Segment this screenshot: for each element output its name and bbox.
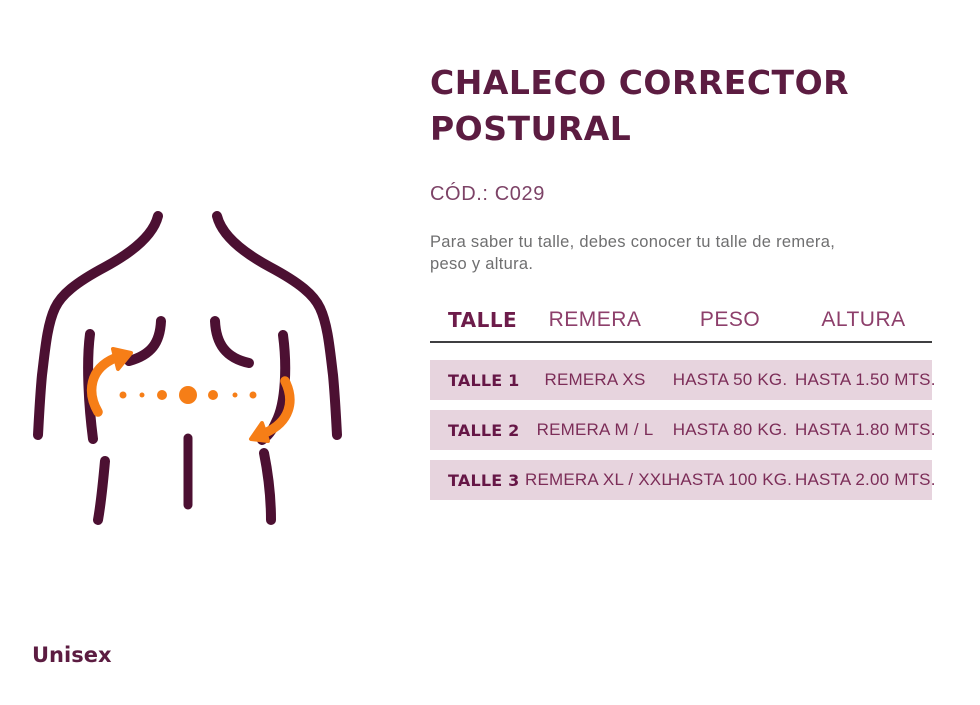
measure-arrows [86,347,295,443]
torso-illustration-svg [33,211,342,525]
table-row: TALLE 2 REMERA M / L HASTA 80 KG. HASTA … [430,410,936,450]
size-instructions: Para saber tu talle, debes conocer tu ta… [430,231,950,275]
table-row: TALLE 3 REMERA XL / XXL HASTA 100 KG. HA… [430,460,936,500]
size-table: TALLE REMERA PESO ALTURA TALLE 1 REMERA … [430,308,936,500]
table-row: TALLE 1 REMERA XS HASTA 50 KG. HASTA 1.5… [430,360,936,400]
right-down-arrowhead [249,421,270,443]
cell-peso: HASTA 80 KG. [672,420,788,439]
left-hip-line [93,456,110,525]
page-title-line2: POSTURAL [430,109,632,148]
right-down-arrow [260,376,295,438]
product-info-column: CHALECO CORRECTOR POSTURAL CÓD.: C029 Pa… [430,0,950,500]
right-pec-line [210,316,254,368]
cell-altura: HASTA 1.80 MTS. [795,420,936,439]
left-shoulder-arm-line [33,211,163,440]
column-header-talle: TALLE [448,308,518,332]
product-code: CÓD.: C029 [430,183,545,205]
cell-remera: REMERA XL / XXL [525,470,671,489]
cell-talle: TALLE 1 [448,370,520,390]
left-pec-line [124,316,166,366]
page-title-line1: CHALECO CORRECTOR [430,63,850,102]
measurement-dotted-line [119,386,257,404]
size-instructions-line1: Para saber tu talle, debes conocer tu ta… [430,233,836,251]
column-header-remera: REMERA [548,308,642,331]
cell-altura: HASTA 1.50 MTS. [795,370,936,389]
right-hip-line [259,448,276,525]
left-up-arrowhead [111,347,133,371]
cell-talle: TALLE 2 [448,420,520,440]
cell-peso: HASTA 50 KG. [672,370,788,389]
cell-altura: HASTA 2.00 MTS. [795,470,936,489]
cell-remera: REMERA M / L [536,420,654,439]
left-up-arrow [86,353,120,417]
cell-talle: TALLE 3 [448,470,520,490]
size-table-header: TALLE REMERA PESO ALTURA [430,308,932,343]
right-shoulder-arm-line [212,211,342,440]
size-instructions-line2: peso y altura. [430,255,534,273]
torso-measurement-illustration [25,203,355,538]
cell-peso: HASTA 100 KG. [667,470,793,489]
column-header-peso: PESO [699,308,761,331]
cell-remera: REMERA XS [544,370,646,389]
gender-label: Unisex [32,643,112,667]
column-header-altura: ALTURA [821,308,906,331]
page-title: CHALECO CORRECTOR POSTURAL [430,60,950,152]
